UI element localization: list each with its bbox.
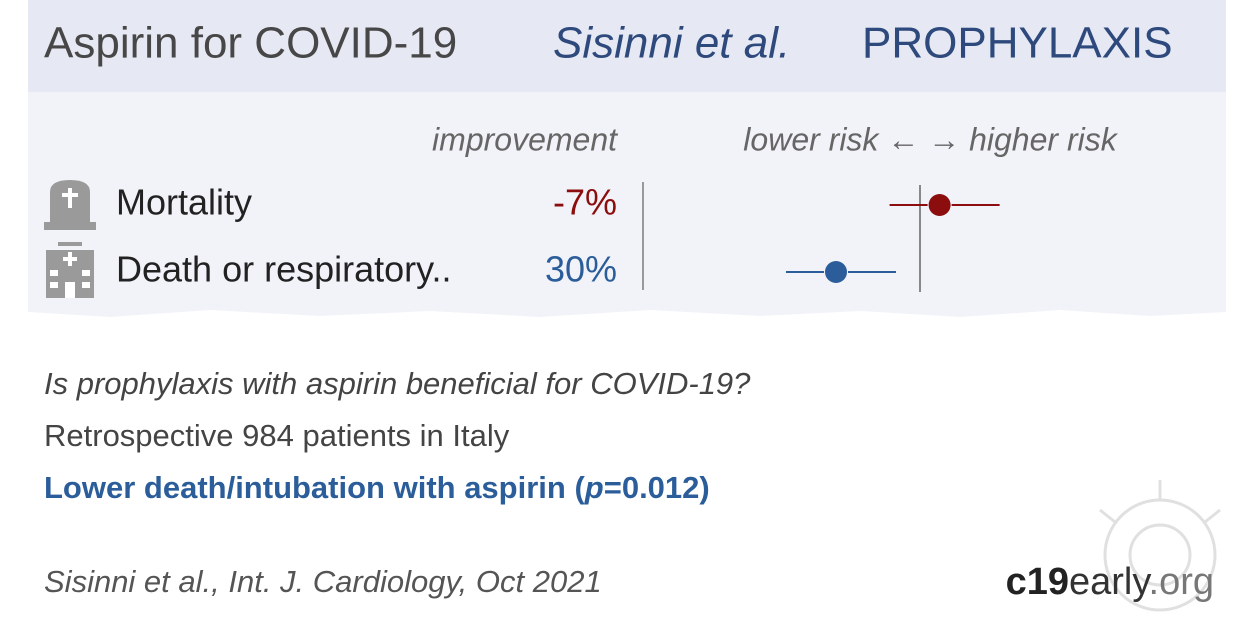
question: Is prophylaxis with aspirin beneficial f… [44,366,751,401]
site-early: early [1069,561,1151,603]
citation: Sisinni et al., Int. J. Cardiology, Oct … [44,564,602,599]
virus-decoration [1099,480,1221,612]
improvement-value: -7% [553,182,617,223]
category: PROPHYLAXIS [862,19,1173,68]
header-band [28,0,1226,92]
results-rows: Mortality -7% Death or respiratory.. 30% [116,182,1000,290]
row-label: Mortality [116,182,252,223]
tombstone-icon [44,180,96,230]
row-label: Death or respiratory.. [116,249,451,290]
conclusion-value: =0.012) [604,470,710,505]
effect-dot [825,261,847,283]
design: Retrospective 984 patients in Italy [44,418,510,453]
hospital-icon [46,242,94,298]
conclusion-text: Lower death/intubation with aspirin ( [44,470,585,505]
improvement-heading: improvement [432,121,618,157]
site-c19: c19 [1006,561,1069,603]
results-band [28,92,1226,317]
conclusion-p: p [584,470,604,505]
risk-heading: lower risk ← → higher risk [743,121,1118,157]
site-org: .org [1149,561,1214,603]
effect-dot [928,194,951,216]
site: c19early.org [1006,561,1214,603]
title: Aspirin for COVID-19 [44,19,457,68]
improvement-value: 30% [545,249,617,290]
authors: Sisinni et al. [553,19,790,68]
conclusion: Lower death/intubation with aspirin (p=0… [44,470,710,505]
header: Aspirin for COVID-19 Sisinni et al. PROP… [44,19,1173,68]
